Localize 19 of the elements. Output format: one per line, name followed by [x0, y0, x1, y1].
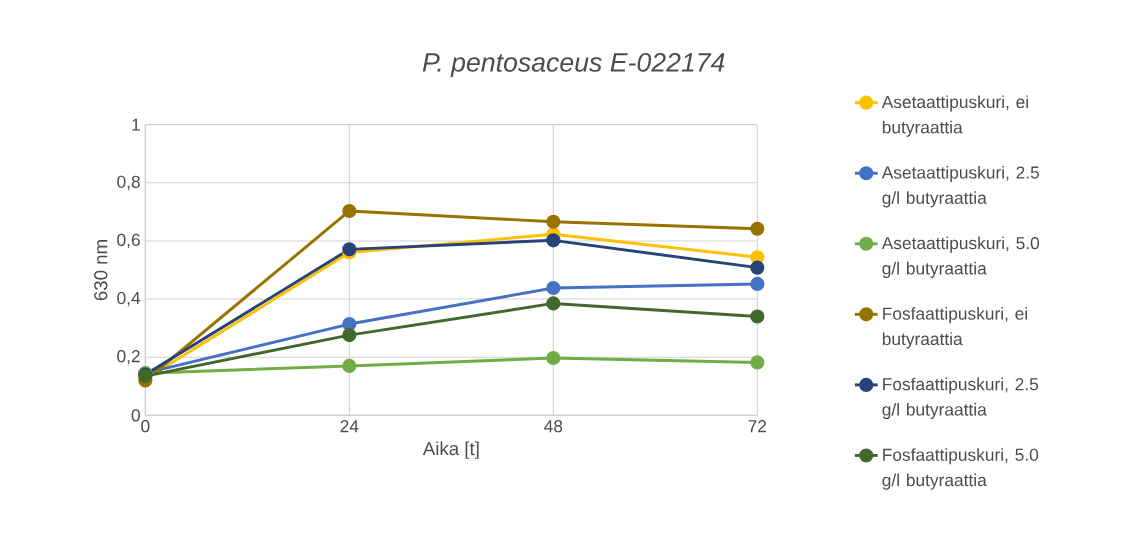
legend-label: Fosfaattipuskuri, ei butyraattia [882, 307, 1027, 349]
legend-label: Asetaattipuskuri, 2.5 g/l butyraattia [881, 165, 1040, 208]
x-tick-label: 24 [340, 420, 359, 433]
legend-label: Asetaattipuskuri, ei butyraattia [881, 95, 1028, 137]
y-axis-title: 630 nm [94, 240, 108, 301]
legend-label: Asetaattipuskuri, 5.0 g/l butyraattia [881, 236, 1040, 278]
x-tick-label: 0 [141, 420, 150, 433]
x-tick-label: 72 [748, 420, 767, 433]
x-tick-label: 48 [544, 420, 563, 433]
y-tick-label: 0 [131, 409, 140, 422]
legend-label: Fosfaattipuskuri, 5.0 g/l butyraattia [882, 448, 1039, 490]
x-axis-title: Aika [t] [422, 441, 479, 459]
y-tick-label: 1 [132, 118, 140, 131]
y-tick-label: 0,4 [117, 291, 141, 307]
legend-label: Fosfaattipuskuri, 2.5 g/l butyraattia [882, 377, 1039, 420]
chart-title: P. pentosaceus E-022174 [422, 52, 725, 78]
y-tick-label: 0,2 [117, 350, 140, 365]
y-tick-label: 0,8 [117, 175, 140, 190]
y-tick-label: 0,6 [117, 233, 140, 249]
